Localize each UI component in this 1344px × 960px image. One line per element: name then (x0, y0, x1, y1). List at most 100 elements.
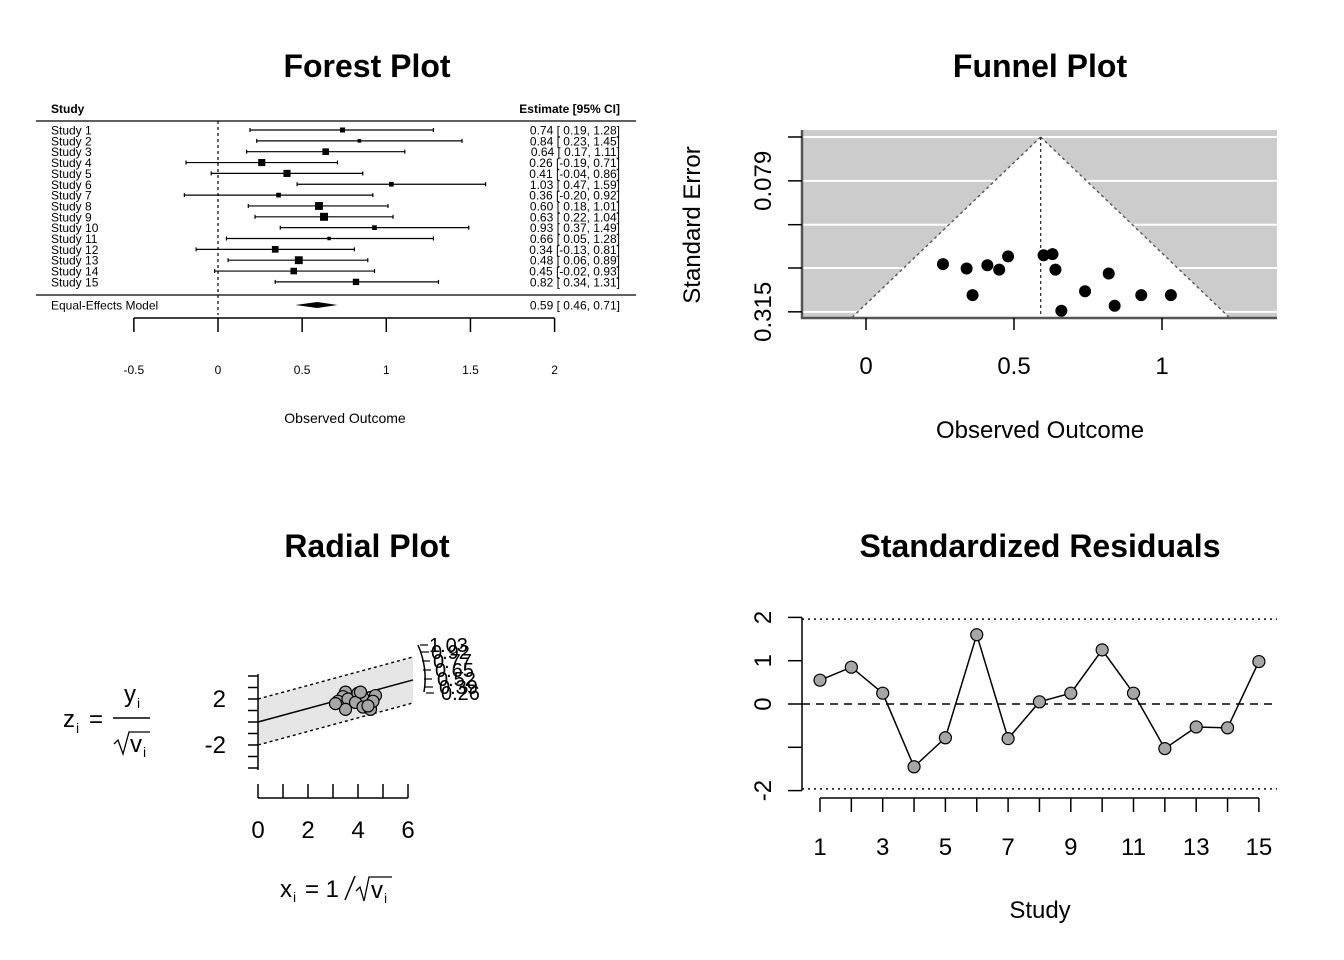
forest-header-study: Study (51, 102, 85, 116)
radial-band-upper (257, 656, 414, 700)
residuals-point (1126, 686, 1141, 700)
forest-estimate-text: 0.66 [ 0.05, 1.28] (530, 232, 620, 246)
radial-x-tick-label: 4 (351, 817, 364, 844)
residuals-point (1064, 686, 1078, 700)
residuals-point (1032, 695, 1047, 709)
forest-x-tick-label: 0 (215, 363, 222, 377)
forest-point-estimate (283, 169, 291, 177)
residuals-y-tick-label: 2 (750, 611, 777, 624)
funnel-plot-title: Funnel Plot (953, 48, 1128, 84)
forest-study-label: Study 11 (51, 232, 98, 246)
forest-point-estimate (320, 212, 329, 221)
residuals-x-tick-label: 9 (1064, 834, 1077, 861)
residuals-y-tick-label: 0 (750, 697, 777, 710)
svg-text:=: = (89, 706, 103, 733)
funnel-ci-line-right (1040, 136, 1230, 318)
forest-point-estimate (271, 246, 279, 253)
radial-plot-title: Radial Plot (284, 528, 450, 564)
residuals-x-tick-label: 1 (813, 834, 826, 861)
residuals-x-tick-label: 3 (876, 834, 889, 861)
residuals-point (1095, 643, 1109, 657)
funnel-point (960, 262, 973, 275)
radial-arc (417, 644, 426, 693)
forest-estimate-text: 0.45 [-0.02, 0.93] (529, 265, 620, 279)
radial-x-axis-label: x i = 1 v i (280, 875, 392, 906)
residuals-y-tick-label: -2 (750, 780, 777, 801)
forest-study-label: Study 4 (51, 156, 92, 170)
radial-arc-label: 0.65 (435, 660, 474, 682)
funnel-point (1055, 304, 1068, 317)
forest-estimate-text: 0.93 [ 0.37, 1.49] (530, 221, 620, 235)
funnel-point (1079, 285, 1092, 298)
forest-study-label: Study 5 (51, 167, 92, 181)
forest-study-label: Study 15 (51, 275, 99, 289)
radial-point (338, 702, 353, 716)
residuals-plot-title: Standardized Residuals (860, 528, 1221, 564)
residuals-point (970, 628, 984, 642)
residuals-x-tick-label: 7 (1001, 834, 1014, 861)
forest-estimate-text: 0.26 [-0.19, 0.71] (529, 156, 620, 170)
forest-x-tick-label: 1 (383, 363, 390, 377)
funnel-point (1102, 267, 1115, 280)
radial-arc-label: 0.77 (433, 651, 472, 673)
forest-plot-title: Forest Plot (283, 48, 450, 84)
forest-estimate-text: 0.36 [-0.20, 0.92] (529, 189, 620, 203)
forest-point-estimate (327, 236, 331, 241)
funnel-y-tick-label: 0.079 (750, 151, 777, 211)
radial-y-tick-label: -2 (205, 732, 226, 759)
radial-arc-label: 0.39 (439, 677, 478, 699)
forest-estimate-text: 0.60 [ 0.18, 1.01] (530, 199, 620, 213)
svg-text:i: i (384, 890, 387, 906)
radial-x-tick-label: 6 (401, 817, 414, 844)
funnel-point (966, 289, 979, 302)
residuals-y-tick-label: 1 (750, 654, 777, 667)
radial-y-axis-label: z i = y i v i (63, 681, 150, 760)
residuals-point (907, 760, 921, 774)
forest-header-estimate: Estimate [95% CI] (519, 102, 620, 116)
forest-point-estimate (372, 225, 377, 230)
forest-study-label: Study 3 (51, 145, 92, 159)
residuals-point (938, 731, 953, 745)
radial-arc-label: 0.92 (431, 642, 470, 664)
residuals-x-tick-label: 15 (1246, 834, 1273, 861)
forest-estimate-text: 0.74 [ 0.19, 1.28] (530, 124, 620, 138)
funnel-frame (800, 130, 1277, 320)
radial-arc-label: 1.03 (429, 635, 468, 657)
forest-point-estimate (352, 278, 360, 286)
svg-text:v: v (371, 877, 383, 904)
forest-study-label: Study 6 (51, 178, 92, 192)
forest-study-label: Study 12 (51, 243, 99, 257)
forest-point-estimate (294, 256, 303, 265)
forest-point-estimate (290, 267, 298, 275)
svg-text:= 1: = 1 (305, 876, 339, 903)
forest-estimate-text: 0.48 [ 0.06, 0.89] (530, 254, 620, 268)
radial-arc-label: 0.52 (437, 669, 476, 691)
radial-point (361, 699, 375, 713)
residuals-point (1001, 732, 1015, 746)
svg-text:x: x (280, 876, 292, 903)
forest-point-estimate (322, 148, 330, 156)
funnel-plot: Funnel Plot Observed Outcome Standard Er… (679, 48, 1277, 444)
forest-point-estimate (357, 139, 362, 143)
svg-text:v: v (130, 731, 142, 758)
svg-text:i: i (137, 695, 140, 711)
svg-text:i: i (76, 720, 79, 736)
forest-study-label: Study 2 (51, 134, 92, 148)
forest-study-label: Study 1 (51, 124, 92, 138)
residuals-point (1189, 720, 1203, 734)
forest-x-tick-label: -0.5 (124, 363, 145, 377)
forest-point-estimate (276, 192, 281, 198)
radial-y-tick-label: 2 (213, 686, 226, 713)
funnel-y-tick-label: 0.315 (750, 282, 777, 342)
forest-x-axis-label: Observed Outcome (284, 410, 406, 426)
radial-arc-label: 0.26 (441, 683, 480, 705)
funnel-point (1108, 299, 1121, 312)
forest-study-label: Study 7 (51, 189, 92, 203)
funnel-x-tick-label: 0 (859, 353, 872, 380)
forest-study-label: Study 8 (51, 199, 92, 213)
forest-point-estimate (389, 181, 394, 187)
forest-x-tick-label: 0.5 (294, 363, 311, 377)
residuals-point (1220, 721, 1235, 735)
forest-study-label: Study 10 (51, 221, 99, 235)
